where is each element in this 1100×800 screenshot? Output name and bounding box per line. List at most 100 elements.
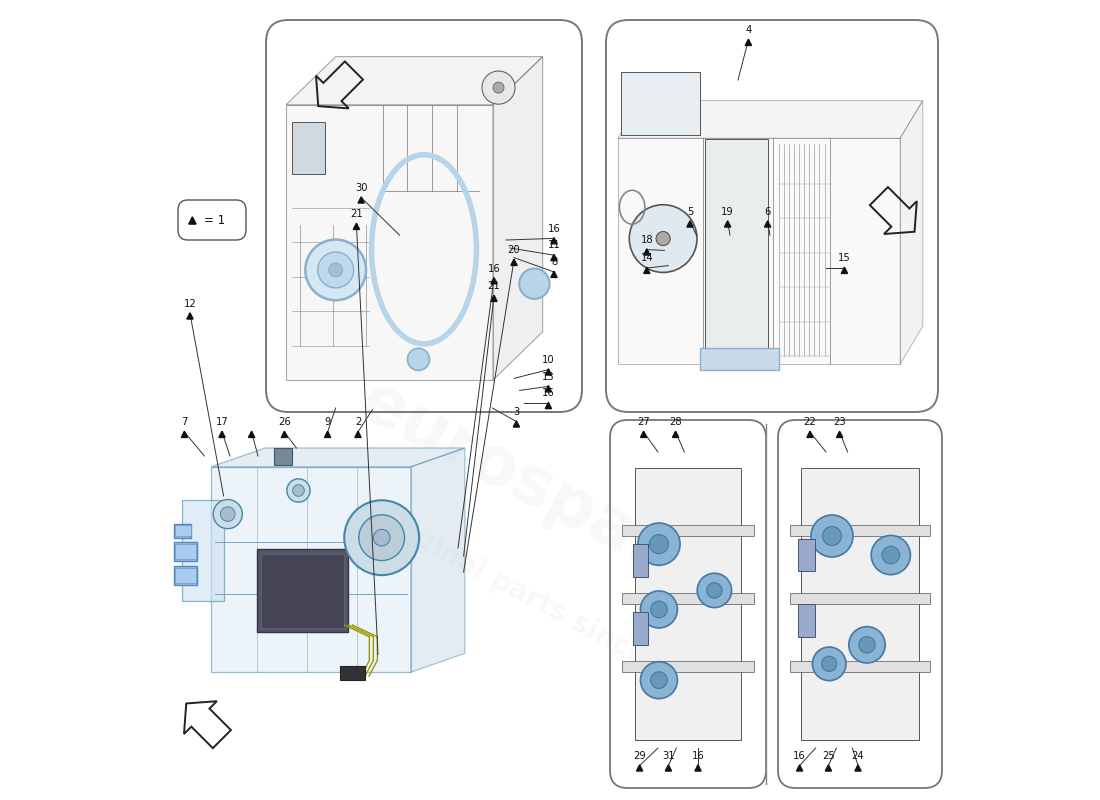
Bar (340, 666, 365, 680)
Circle shape (871, 535, 911, 574)
Text: eurospares: eurospares (349, 368, 751, 624)
Circle shape (306, 239, 366, 300)
Bar (292, 122, 324, 174)
Circle shape (882, 546, 900, 564)
Bar (635, 468, 740, 740)
Text: 18: 18 (640, 235, 653, 245)
Text: 13: 13 (542, 371, 554, 382)
Text: 8: 8 (551, 257, 557, 267)
Text: 22: 22 (804, 418, 816, 427)
Polygon shape (551, 254, 557, 261)
Text: 7: 7 (182, 418, 188, 427)
Bar (790, 661, 930, 672)
Polygon shape (855, 765, 861, 771)
Polygon shape (359, 197, 364, 203)
Polygon shape (764, 221, 771, 227)
Text: 6: 6 (764, 207, 771, 217)
Text: 27: 27 (637, 418, 650, 427)
Circle shape (811, 515, 852, 557)
Polygon shape (182, 500, 223, 602)
Text: 19: 19 (722, 207, 734, 217)
Text: 16: 16 (487, 264, 500, 274)
Bar (632, 544, 648, 577)
Circle shape (859, 637, 876, 653)
Text: 26: 26 (278, 418, 290, 427)
Text: 21: 21 (350, 210, 363, 219)
Polygon shape (493, 57, 542, 380)
Text: 14: 14 (640, 253, 653, 263)
Bar (274, 448, 293, 465)
Text: 16: 16 (692, 750, 704, 761)
Text: 28: 28 (669, 418, 682, 427)
Circle shape (650, 601, 668, 618)
Circle shape (318, 252, 353, 288)
Text: 2: 2 (355, 418, 361, 427)
Circle shape (697, 574, 732, 607)
Text: 3: 3 (514, 406, 519, 417)
Text: 15: 15 (838, 253, 850, 263)
Text: 23: 23 (834, 418, 846, 427)
Polygon shape (546, 369, 551, 375)
Polygon shape (410, 448, 465, 672)
Polygon shape (746, 39, 751, 46)
Bar (632, 612, 648, 645)
Bar (174, 542, 197, 562)
Polygon shape (644, 249, 650, 255)
Text: 20: 20 (508, 245, 520, 255)
Circle shape (293, 485, 305, 496)
Polygon shape (491, 295, 497, 302)
Polygon shape (211, 448, 465, 467)
Text: 16: 16 (542, 388, 554, 398)
Polygon shape (618, 138, 900, 364)
Polygon shape (211, 467, 410, 672)
Polygon shape (219, 431, 225, 438)
Bar (700, 349, 779, 370)
Bar (257, 550, 349, 632)
Bar (790, 525, 930, 536)
Polygon shape (324, 431, 331, 438)
Circle shape (813, 647, 846, 681)
Polygon shape (637, 765, 642, 771)
Text: 10: 10 (542, 354, 554, 365)
Circle shape (650, 672, 668, 689)
Circle shape (344, 500, 419, 575)
Polygon shape (725, 221, 730, 227)
Polygon shape (836, 431, 843, 438)
Polygon shape (189, 217, 196, 224)
Text: 11: 11 (548, 240, 560, 250)
Bar (175, 525, 190, 536)
Polygon shape (900, 101, 923, 364)
Polygon shape (286, 105, 493, 380)
Bar (175, 544, 196, 559)
Circle shape (373, 530, 390, 546)
Circle shape (287, 479, 310, 502)
Text: original parts since 1984: original parts since 1984 (372, 504, 728, 712)
Bar (799, 604, 815, 637)
Polygon shape (514, 421, 519, 427)
Polygon shape (842, 267, 847, 274)
Bar (620, 72, 700, 135)
Polygon shape (551, 271, 557, 278)
Circle shape (822, 656, 837, 671)
Polygon shape (666, 765, 671, 771)
Circle shape (849, 626, 886, 663)
Bar (174, 523, 191, 538)
Bar (790, 593, 930, 604)
Polygon shape (187, 313, 194, 319)
Bar (621, 525, 754, 536)
Polygon shape (282, 431, 287, 438)
Text: 4: 4 (746, 26, 751, 35)
Text: = 1: = 1 (204, 214, 224, 226)
Polygon shape (796, 765, 803, 771)
Circle shape (213, 499, 242, 529)
Text: 17: 17 (216, 418, 229, 427)
Bar (621, 593, 754, 604)
Circle shape (629, 205, 697, 273)
Text: 21: 21 (487, 282, 500, 291)
Polygon shape (686, 221, 693, 227)
Circle shape (706, 582, 722, 598)
Text: 16: 16 (793, 750, 806, 761)
Bar (175, 568, 196, 583)
Circle shape (519, 269, 550, 299)
Text: 24: 24 (851, 750, 865, 761)
